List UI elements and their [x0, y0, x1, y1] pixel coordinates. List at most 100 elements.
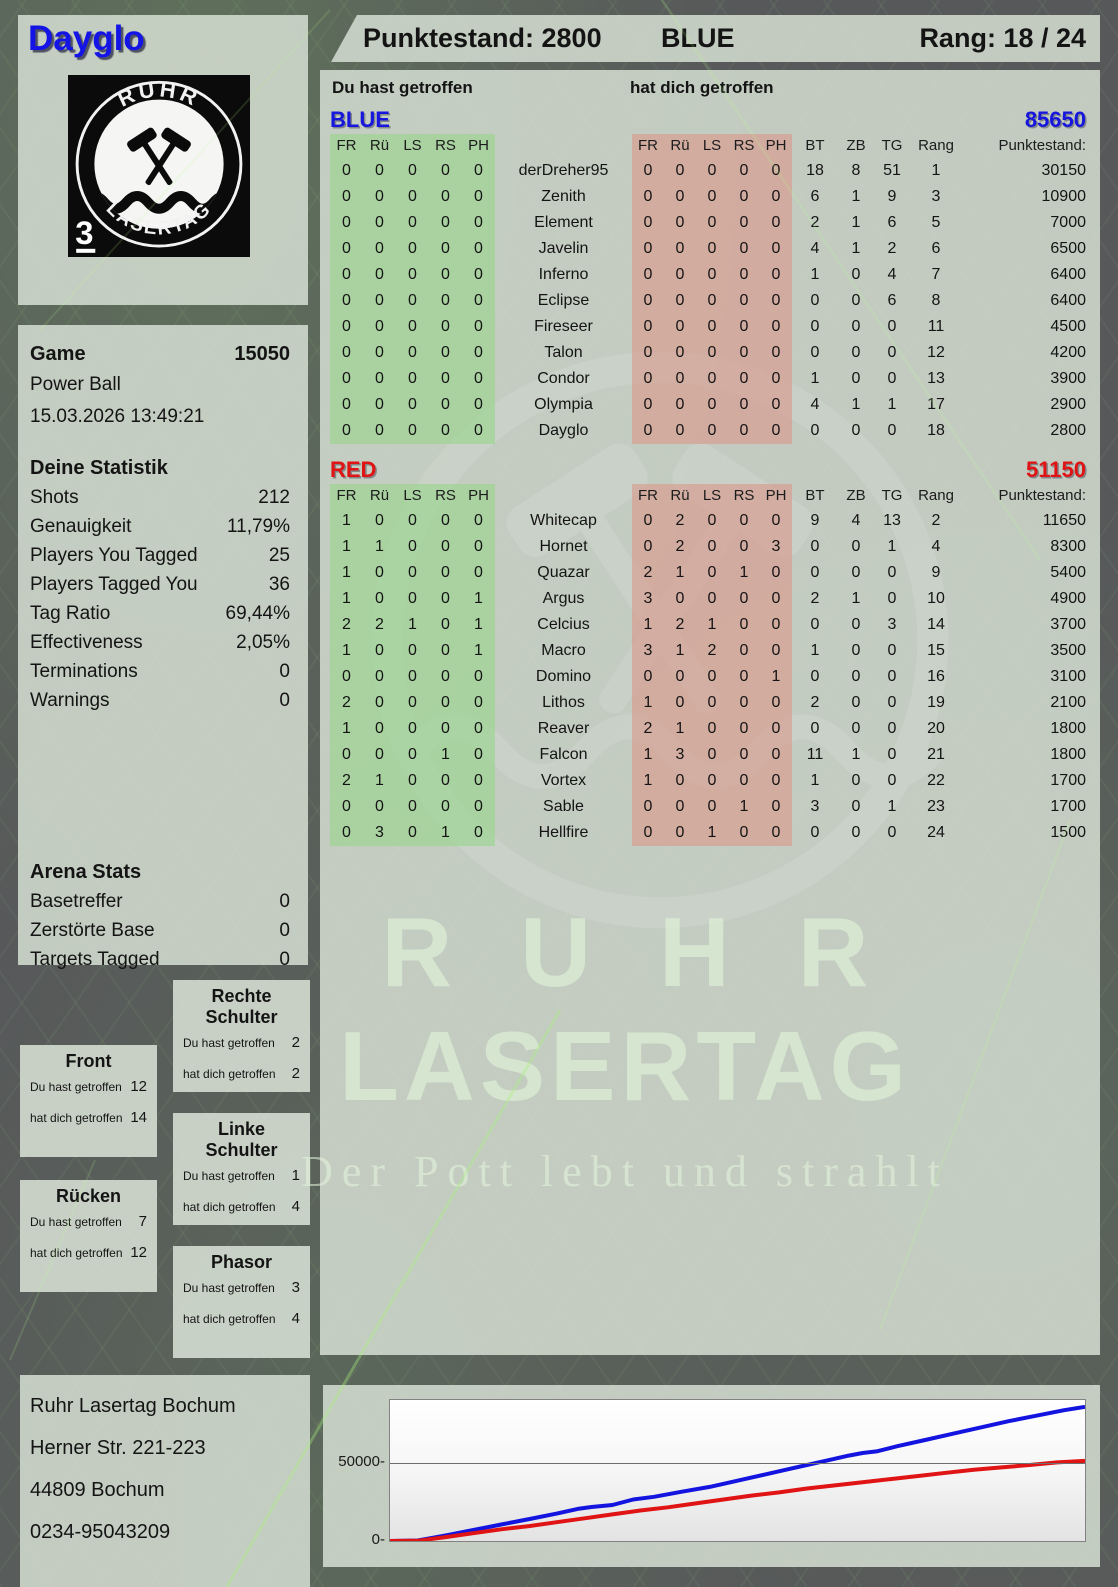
- you-hit-cell: 0: [396, 560, 429, 586]
- y-tick-label: 50000-: [338, 1452, 385, 1470]
- stat-cell: 1: [810, 642, 820, 659]
- them-hit-cell: 0: [632, 392, 664, 418]
- you-hit-cell: 0: [330, 340, 363, 366]
- them-hit-cell: 0: [728, 638, 760, 664]
- stat-cell: 0: [887, 422, 897, 439]
- them-hit-cell: 0: [728, 418, 760, 444]
- you-hit-value: 12: [130, 1078, 147, 1095]
- you-column-label: Du hast getroffen: [332, 78, 473, 97]
- player-row: 0 0 0 0 0 Olympia 0 0 0 0 0 4 1 1 17 2900: [320, 392, 1100, 418]
- them-hit-cell: 0: [696, 794, 728, 820]
- them-hit-cell: 0: [696, 392, 728, 418]
- them-hit-cell: 0: [728, 768, 760, 794]
- them-hit-cell: 0: [696, 508, 728, 534]
- them-hit-label: hat dich getroffen: [183, 1200, 276, 1214]
- you-hit-cell: 0: [330, 742, 363, 768]
- you-hit-cell: 0: [396, 664, 429, 690]
- player-row: 1 0 0 0 0 Quazar 2 1 0 1 0 0 0 0 9 5400: [320, 560, 1100, 586]
- you-hit-cell: 0: [363, 236, 396, 262]
- them-hit-label: hat dich getroffen: [183, 1312, 276, 1326]
- them-hit-label: hat dich getroffen: [183, 1067, 276, 1081]
- header-rank: Rang: 18 / 24: [919, 23, 1086, 53]
- them-hit-cell: 0: [728, 612, 760, 638]
- punktestand-cell: 11650: [1042, 512, 1086, 529]
- stat-cell: 18: [927, 422, 945, 439]
- chart-y-axis: 0- 50000-: [323, 1385, 385, 1567]
- them-hit-cell: 0: [632, 210, 664, 236]
- them-hit-cell: 0: [664, 184, 696, 210]
- them-hit-cell: 0: [760, 690, 792, 716]
- you-hit-cell: 0: [396, 638, 429, 664]
- player-row: 1 0 0 0 1 Argus 3 0 0 0 0 2 1 0 10 4900: [320, 586, 1100, 612]
- them-hit-cell: 3: [632, 638, 664, 664]
- you-hit-value: 1: [291, 1167, 300, 1184]
- them-hit-cell: 0: [664, 158, 696, 184]
- them-hit-cell: 0: [696, 184, 728, 210]
- them-hit-cell: 1: [664, 638, 696, 664]
- you-hit-cell: 1: [330, 716, 363, 742]
- player-row: 0 0 0 0 0 Zenith 0 0 0 0 0 6 1 9 3 10900: [320, 184, 1100, 210]
- you-hit-cell: 0: [429, 236, 462, 262]
- them-hit-cell: 0: [696, 158, 728, 184]
- them-hit-cell: 0: [664, 262, 696, 288]
- them-hit-cell: 0: [696, 560, 728, 586]
- you-hit-cell: 0: [396, 716, 429, 742]
- player-name-cell: Olympia: [534, 396, 593, 413]
- stat-cell: 0: [851, 798, 861, 815]
- them-hit-cell: 0: [632, 314, 664, 340]
- them-hit-cell: 0: [696, 314, 728, 340]
- them-hit-cell: 0: [664, 366, 696, 392]
- score-tables: BLUE 85650 FR Rü LS RS PH FR Rü LS RS PH BT ZB TG Rang P…: [320, 106, 1100, 846]
- player-row: 0 3 0 1 0 Hellfire 0 0 1 0 0 0 0 0 24 1500: [320, 820, 1100, 846]
- player-name-cell: Macro: [541, 642, 586, 659]
- stat-cell: 2: [810, 590, 820, 607]
- stat-cell: 23: [927, 798, 945, 815]
- you-hit-cell: 0: [462, 534, 495, 560]
- punktestand-cell: 5400: [1050, 564, 1086, 581]
- you-hit-cell: 1: [330, 534, 363, 560]
- player-name-cell: Fireseer: [534, 318, 593, 335]
- stat-cell: 0: [810, 616, 820, 633]
- you-hit-cell: 0: [363, 340, 396, 366]
- club-logo-crossed-hammers-icon: RUHR LASERTAG 3: [68, 75, 250, 257]
- them-hit-cell: 1: [632, 612, 664, 638]
- stat-label: Targets Tagged: [30, 948, 160, 970]
- them-hit-cell: 0: [664, 690, 696, 716]
- them-hit-cell: 0: [664, 340, 696, 366]
- stat-value: 0: [279, 919, 290, 941]
- them-hit-cell: 0: [760, 366, 792, 392]
- you-hit-cell: 0: [462, 716, 495, 742]
- them-hit-cell: 0: [632, 366, 664, 392]
- stat-cell: 4: [887, 266, 897, 283]
- stat-cell: 1: [931, 162, 941, 179]
- stat-cell: 0: [851, 720, 861, 737]
- them-hit-cell: 0: [760, 508, 792, 534]
- you-hit-cell: 0: [363, 560, 396, 586]
- logo-badge-number: 3: [75, 214, 93, 251]
- your-stats-list: Shots 212 Genauigkeit 11,79% Players You Tag…: [30, 483, 290, 715]
- you-hit-cell: 0: [330, 210, 363, 236]
- you-hit-cell: 0: [429, 508, 462, 534]
- stat-cell: 1: [851, 240, 861, 257]
- you-hit-cell: 0: [396, 340, 429, 366]
- you-hit-cell: 0: [429, 664, 462, 690]
- you-hit-cell: 0: [363, 262, 396, 288]
- them-hit-cell: 0: [728, 716, 760, 742]
- you-hit-cell: 0: [363, 742, 396, 768]
- them-hit-cell: 1: [696, 612, 728, 638]
- hitzone-front: Front Du hast getroffen 12 hat dich getro…: [20, 1045, 157, 1157]
- them-hit-cell: 0: [760, 392, 792, 418]
- stat-cell: 0: [887, 318, 897, 335]
- them-hit-cell: 0: [664, 236, 696, 262]
- them-hit-cell: 0: [664, 794, 696, 820]
- col-header: Rü: [363, 484, 396, 508]
- stat-label: Players Tagged You: [30, 573, 198, 595]
- gridline-50000: [390, 1462, 1085, 1464]
- stat-cell: 0: [887, 824, 897, 841]
- player-row: 0 0 0 1 0 Falcon 1 3 0 0 0 11 1 0 21 1800: [320, 742, 1100, 768]
- stat-row: Players You Tagged 25: [30, 541, 290, 570]
- stat-cell: 10: [927, 590, 945, 607]
- you-hit-cell: 0: [330, 820, 363, 846]
- stat-cell: 11: [806, 746, 824, 763]
- them-hit-cell: 0: [632, 262, 664, 288]
